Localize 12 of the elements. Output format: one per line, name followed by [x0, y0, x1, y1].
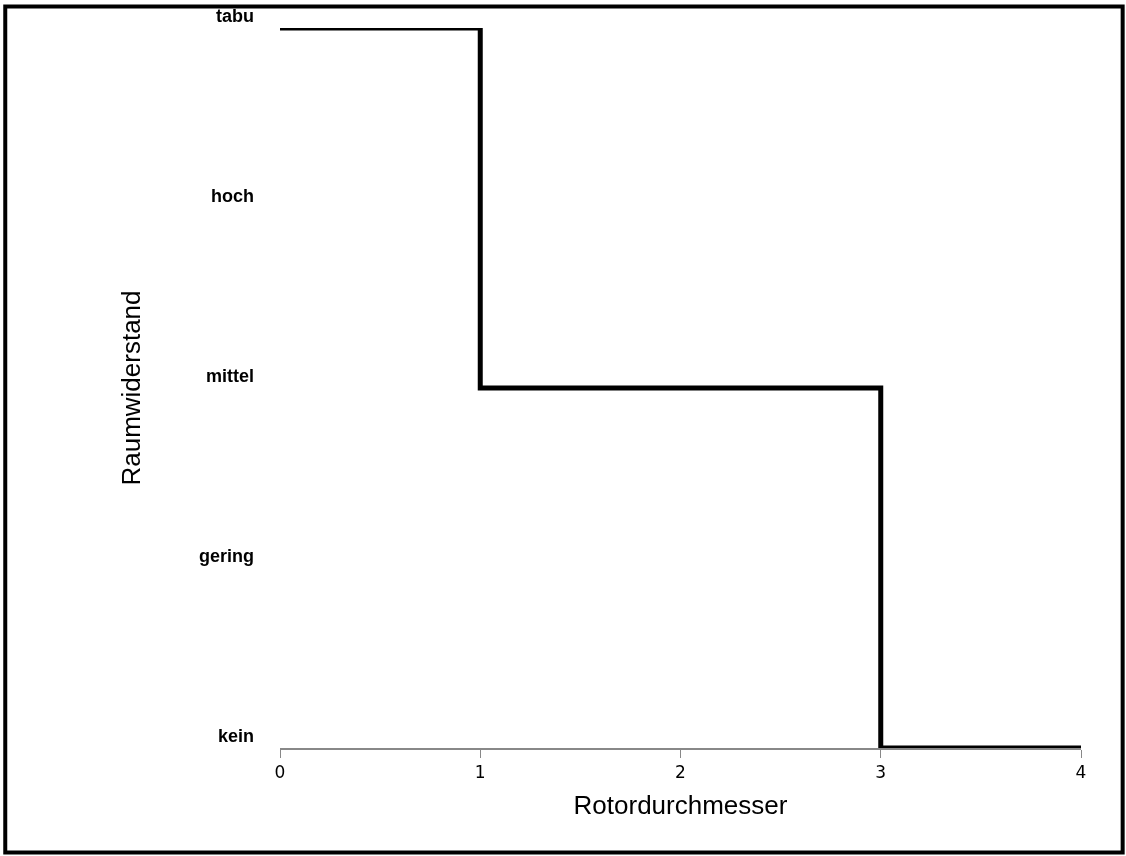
text: mittel — [206, 366, 255, 386]
x-tick-label: 4 — [1075, 762, 1087, 783]
text: hoch — [211, 186, 254, 206]
text: kein — [218, 726, 255, 746]
x-tick-label: 0 — [274, 762, 286, 783]
x-tick-label: 3 — [875, 762, 887, 783]
x-tick-label: 2 — [675, 762, 686, 783]
y-axis-title: Raumwiderstand — [116, 290, 147, 486]
text: gering — [199, 546, 255, 566]
x-tick-label: 1 — [474, 762, 486, 783]
x-axis-title: Rotordurchmesser — [573, 790, 788, 821]
text: tabu — [216, 6, 254, 26]
